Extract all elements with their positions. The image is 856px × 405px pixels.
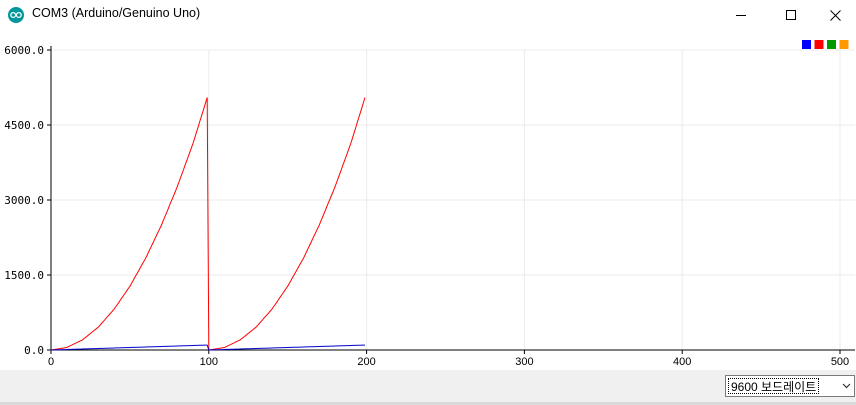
- legend-swatch-1: [814, 40, 824, 49]
- x-tick-label: 200: [357, 356, 375, 368]
- legend-swatch-2: [827, 40, 836, 49]
- series-line-1: [50, 344, 365, 351]
- baud-rate-select[interactable]: 9600 보드레이트: [725, 375, 855, 397]
- minimize-icon: [735, 14, 746, 16]
- window-title: COM3 (Arduino/Genuino Uno): [32, 6, 201, 20]
- series-line-0: [50, 97, 366, 351]
- x-tick-label: 300: [515, 356, 533, 368]
- x-tick-label: 100: [200, 356, 218, 368]
- close-button[interactable]: [812, 0, 856, 30]
- y-tick-label: 1500.0: [4, 269, 44, 282]
- x-tick-label: 400: [673, 356, 691, 368]
- serial-plotter: 0.0 1500.0 3000.0 4500.0 6000.0 0 100 200 300 400…: [0, 30, 856, 370]
- x-tick-label: 500: [831, 356, 849, 368]
- plot-canvas: 0.0 1500.0 3000.0 4500.0 6000.0 0 100 200 300 400…: [4, 40, 855, 368]
- maximize-button[interactable]: [768, 0, 814, 30]
- title-bar: COM3 (Arduino/Genuino Uno): [0, 0, 856, 30]
- baud-rate-value: 9600 보드레이트: [728, 378, 820, 394]
- y-tick-label: 4500.0: [4, 119, 44, 132]
- maximize-icon: [785, 9, 796, 20]
- legend-swatch-0: [802, 40, 811, 49]
- minimize-button[interactable]: [718, 0, 764, 30]
- y-tick-label: 3000.0: [4, 194, 44, 207]
- close-icon: [829, 9, 841, 21]
- bottom-bar: 9600 보드레이트: [0, 370, 856, 405]
- x-tick-label: 0: [48, 356, 54, 368]
- legend-swatch-3: [839, 40, 849, 49]
- chevron-down-icon: [842, 383, 851, 389]
- y-tick-label: 6000.0: [4, 44, 44, 57]
- window-bottom-edge: [0, 402, 856, 405]
- y-tick-label: 0.0: [24, 344, 44, 357]
- arduino-icon: [8, 7, 24, 23]
